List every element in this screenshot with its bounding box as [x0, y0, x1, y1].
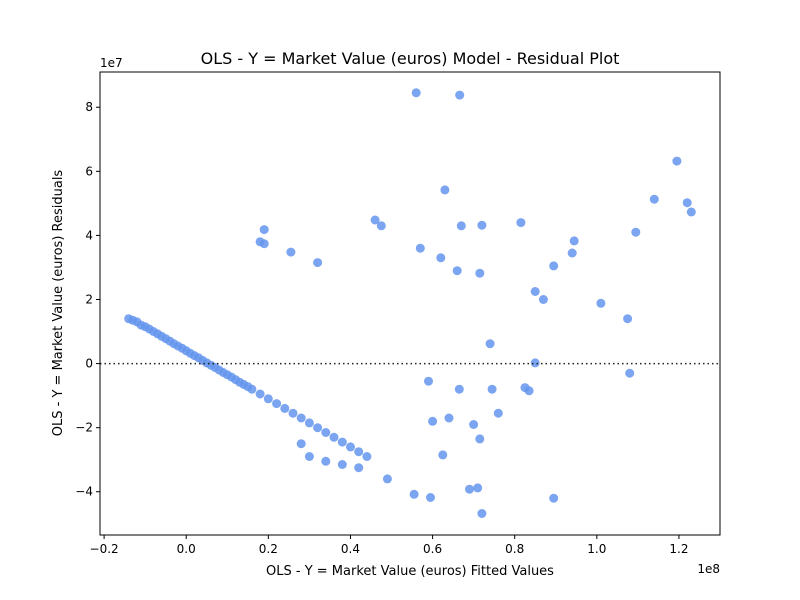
data-point [475, 434, 485, 444]
data-point [288, 408, 298, 418]
data-point [454, 384, 464, 394]
data-point [485, 339, 495, 349]
data-point [649, 194, 659, 204]
data-point [487, 384, 497, 394]
x-tick-label: 1.2 [669, 542, 688, 556]
x-offset-label: 1e8 [697, 562, 720, 576]
data-point [409, 489, 419, 499]
data-point [686, 207, 696, 217]
data-point [346, 442, 355, 452]
data-point [313, 423, 323, 433]
data-point [452, 266, 462, 276]
data-point [272, 399, 282, 409]
data-point [296, 439, 306, 449]
data-point [255, 389, 265, 399]
data-point [411, 88, 421, 98]
data-point [596, 298, 606, 308]
data-point [415, 243, 425, 253]
data-point [469, 420, 479, 429]
data-point [304, 418, 314, 428]
data-point [549, 261, 559, 271]
data-point [438, 450, 448, 460]
data-point [286, 247, 296, 257]
y-tick-label: 8 [85, 100, 93, 114]
y-offset-label: 1e7 [100, 56, 123, 70]
x-tick-label: 1.0 [587, 542, 606, 556]
y-tick-label: 4 [85, 228, 93, 242]
data-point [477, 509, 487, 518]
data-point [263, 394, 273, 404]
data-point [354, 463, 364, 473]
data-point [569, 236, 579, 246]
data-point [247, 384, 257, 394]
data-point [337, 460, 347, 469]
data-point [623, 314, 633, 324]
data-point [424, 376, 433, 386]
data-point [382, 474, 392, 484]
data-point [473, 483, 483, 493]
data-point [538, 295, 548, 304]
data-point [259, 225, 269, 235]
data-point [672, 156, 682, 166]
x-tick-label: 0.4 [341, 542, 360, 556]
data-point [362, 452, 372, 461]
data-point [329, 432, 339, 442]
x-tick-label: 0.6 [423, 542, 442, 556]
y-axis-ticks: −4 −2 0 2 4 6 8 [75, 100, 100, 499]
data-point [530, 358, 540, 368]
data-point [444, 413, 454, 423]
data-point [280, 403, 290, 413]
data-point [321, 456, 331, 466]
data-point [549, 493, 559, 503]
x-tick-label: 0.2 [259, 542, 278, 556]
data-point [475, 268, 485, 278]
data-point [455, 90, 465, 100]
data-point [682, 198, 692, 208]
axes-frame [99, 71, 721, 536]
data-point [456, 221, 466, 231]
y-tick-label: 0 [85, 357, 93, 371]
data-point [428, 416, 438, 426]
data-point [567, 248, 577, 258]
data-point [337, 437, 347, 447]
x-axis-ticks: −0.2 0.0 0.2 0.4 0.6 0.8 1.0 1.2 [90, 535, 688, 556]
data-point [477, 220, 487, 230]
data-point [530, 287, 540, 296]
data-point [304, 452, 314, 461]
data-point [440, 185, 450, 195]
data-point [516, 218, 526, 228]
data-point [524, 386, 534, 396]
data-point [376, 221, 386, 231]
data-point [631, 227, 641, 237]
y-tick-label: −4 [75, 485, 93, 499]
y-tick-label: 6 [85, 164, 93, 178]
x-axis-label: OLS - Y = Market Value (euros) Fitted Va… [266, 564, 554, 579]
plot-area [100, 88, 720, 518]
data-point [426, 493, 435, 502]
data-point [625, 368, 635, 378]
data-point [354, 447, 364, 457]
data-point [493, 408, 503, 418]
data-point [259, 239, 269, 249]
x-tick-label: 0.0 [177, 542, 196, 556]
data-point [321, 428, 331, 437]
x-tick-label: −0.2 [90, 542, 119, 556]
y-tick-label: −2 [75, 421, 93, 435]
x-tick-label: 0.8 [505, 542, 524, 556]
chart-title: OLS - Y = Market Value (euros) Model - R… [201, 49, 620, 68]
y-tick-label: 2 [85, 292, 93, 306]
data-point [313, 258, 323, 268]
data-point [465, 484, 474, 494]
data-point [370, 215, 380, 225]
data-point [436, 253, 446, 263]
y-axis-label: OLS - Y = Market Value (euros) Residuals [51, 170, 66, 437]
data-point [296, 413, 306, 423]
